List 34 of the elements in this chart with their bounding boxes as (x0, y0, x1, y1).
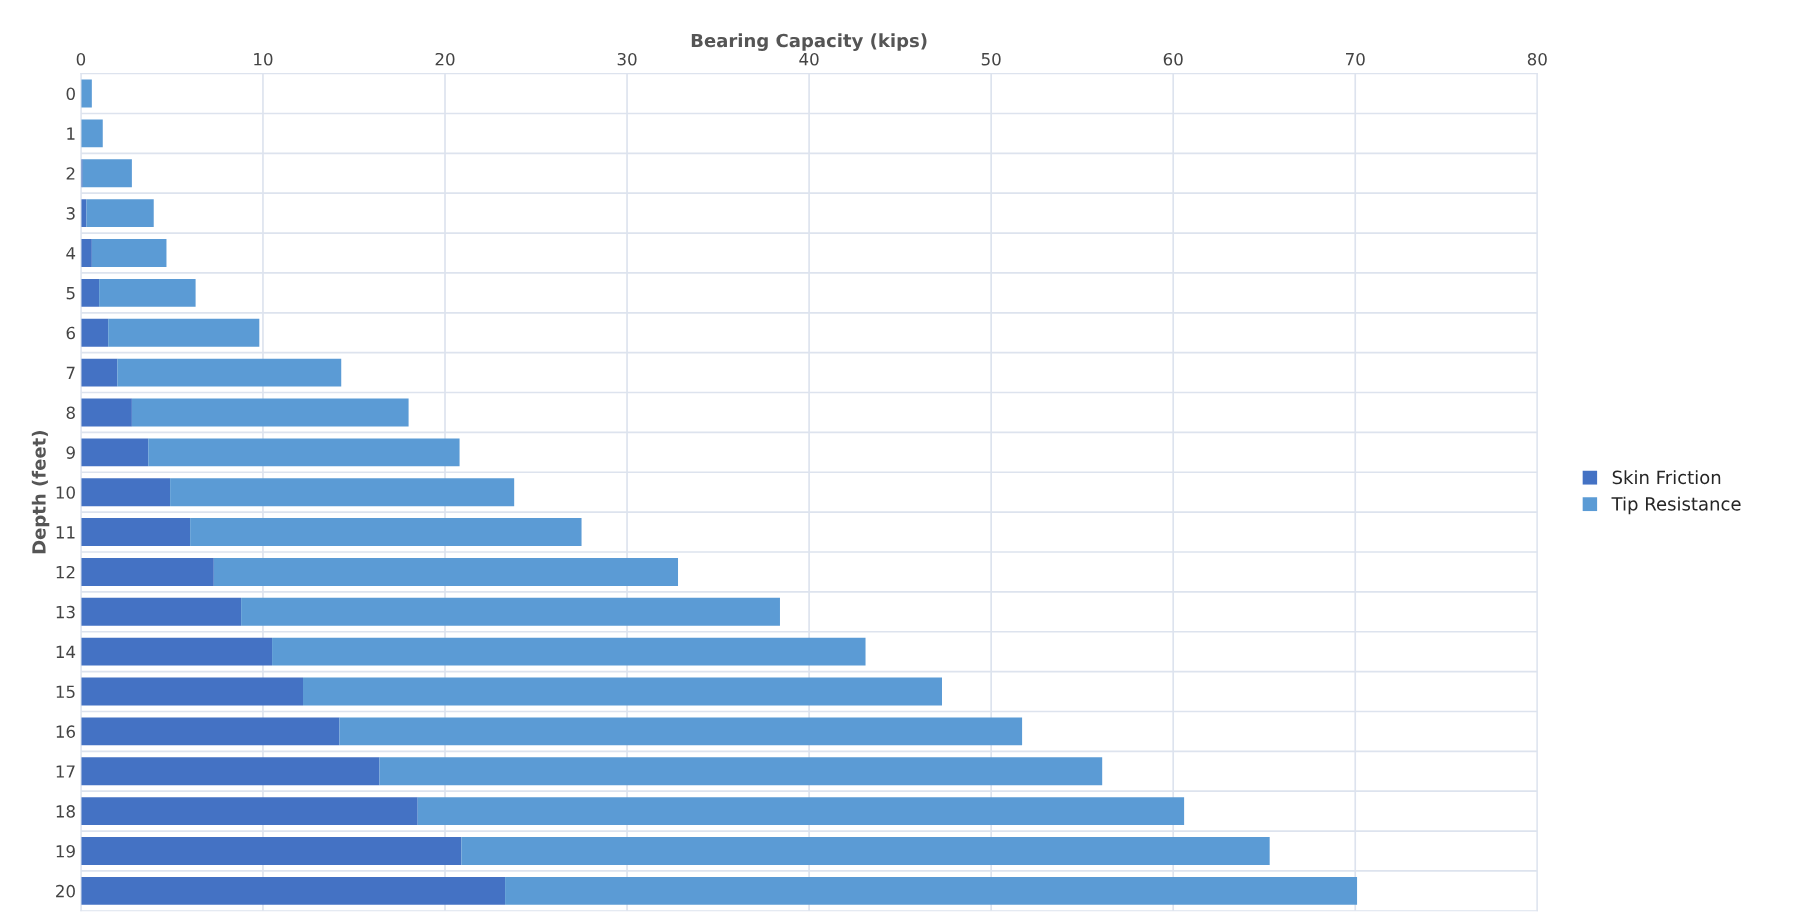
y-tick-label: 8 (66, 406, 75, 420)
y-tick-label: 9 (66, 446, 75, 459)
x-tick-label: 0 (76, 52, 86, 66)
y-tick-label: 14 (56, 645, 76, 658)
y-tick-label: 12 (56, 565, 75, 579)
x-tick-label: 10 (254, 52, 273, 66)
y-tick-label: 4 (66, 247, 76, 260)
y-tick-label: 20 (56, 884, 75, 898)
x-tick-label: 20 (435, 52, 455, 66)
x-tick-label: 60 (1163, 52, 1183, 66)
y-tick-label: 2 (66, 167, 75, 180)
y-axis-title: Depth (feet) (31, 431, 50, 554)
x-tick-label: 80 (1527, 52, 1547, 66)
y-tick-label: 15 (56, 685, 75, 699)
y-tick-label: 5 (66, 287, 75, 300)
y-tick-label: 19 (56, 844, 75, 858)
x-tick-label: 40 (799, 52, 819, 66)
y-tick-label: 3 (66, 207, 75, 220)
y-tick-label: 7 (66, 366, 75, 379)
y-tick-label: 11 (56, 526, 75, 539)
y-tick-label: 0 (66, 87, 75, 101)
x-axis-title: Bearing Capacity (kips) (691, 33, 927, 51)
legend-label: Tip Resistance (1611, 496, 1741, 515)
y-tick-label: 16 (56, 725, 75, 738)
y-tick-label: 18 (56, 805, 75, 818)
x-tick-label: 30 (617, 52, 637, 66)
y-tick-label: 10 (56, 486, 75, 499)
y-tick-label: 17 (56, 765, 75, 778)
x-tick-label: 70 (1346, 52, 1365, 66)
legend-label: Skin Friction (1612, 470, 1721, 485)
y-tick-label: 1 (67, 127, 75, 140)
y-tick-label: 13 (56, 605, 75, 619)
x-tick-label: 50 (981, 52, 1001, 66)
y-tick-label: 6 (66, 326, 75, 340)
